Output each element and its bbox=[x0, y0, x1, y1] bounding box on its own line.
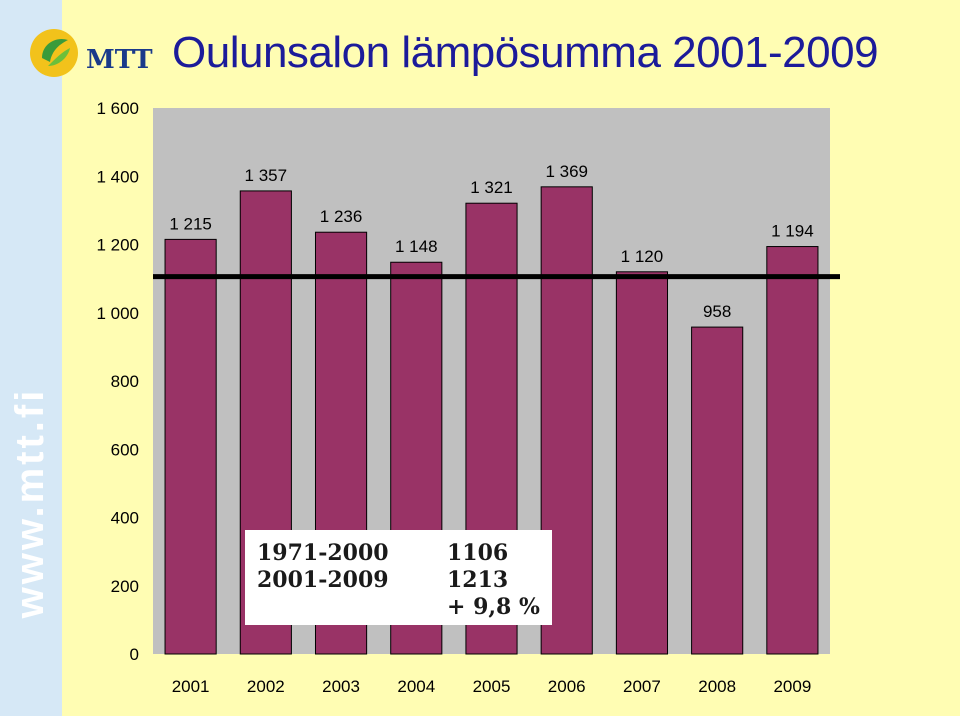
x-tick-label: 2007 bbox=[623, 677, 661, 696]
bar bbox=[164, 238, 217, 655]
data-label: 958 bbox=[703, 302, 731, 321]
info-value: 1106 bbox=[447, 540, 509, 566]
x-tick-label: 2003 bbox=[322, 677, 360, 696]
logo-wordmark: MTT bbox=[86, 45, 153, 75]
x-tick-label: 2008 bbox=[698, 677, 736, 696]
data-label: 1 148 bbox=[395, 237, 438, 256]
info-value: 1213 bbox=[447, 567, 509, 593]
data-label: 1 120 bbox=[621, 247, 664, 266]
info-period: 1971-2000 bbox=[257, 540, 389, 566]
x-tick-label: 2009 bbox=[773, 677, 811, 696]
info-box: 1971-2000 1106 2001-2009 1213 + 9,8 % bbox=[245, 530, 552, 625]
x-tick-label: 2005 bbox=[473, 677, 511, 696]
bar bbox=[691, 326, 744, 655]
y-tick-label: 0 bbox=[130, 645, 139, 664]
y-tick-label: 200 bbox=[111, 577, 139, 596]
data-label: 1 215 bbox=[169, 214, 212, 233]
info-change: + 9,8 % bbox=[447, 594, 540, 620]
y-tick-label: 1 200 bbox=[96, 236, 139, 255]
mtt-logo: MTT bbox=[28, 22, 158, 84]
data-label: 1 369 bbox=[545, 162, 588, 181]
data-label: 1 194 bbox=[771, 222, 814, 241]
info-period: 2001-2009 bbox=[257, 567, 389, 593]
y-tick-label: 1 600 bbox=[96, 99, 139, 118]
info-row-recent: 2001-2009 1213 bbox=[257, 567, 508, 593]
info-row-baseline: 1971-2000 1106 bbox=[257, 540, 508, 566]
x-tick-label: 2006 bbox=[548, 677, 586, 696]
x-tick-label: 2001 bbox=[172, 677, 210, 696]
y-tick-label: 800 bbox=[111, 372, 139, 391]
data-label: 1 321 bbox=[470, 178, 513, 197]
y-tick-label: 1 000 bbox=[96, 304, 139, 323]
data-label: 1 236 bbox=[320, 207, 363, 226]
data-label: 1 357 bbox=[245, 166, 288, 185]
page-title: Oulunsalon lämpösumma 2001-2009 bbox=[172, 28, 879, 77]
bar bbox=[615, 271, 669, 655]
sidebar-band: www.mtt.fi bbox=[0, 0, 62, 716]
x-tick-label: 2002 bbox=[247, 677, 285, 696]
bar bbox=[766, 246, 819, 655]
y-tick-label: 600 bbox=[111, 440, 139, 459]
y-tick-label: 400 bbox=[111, 509, 139, 528]
x-tick-label: 2004 bbox=[397, 677, 435, 696]
y-tick-label: 1 400 bbox=[96, 167, 139, 186]
